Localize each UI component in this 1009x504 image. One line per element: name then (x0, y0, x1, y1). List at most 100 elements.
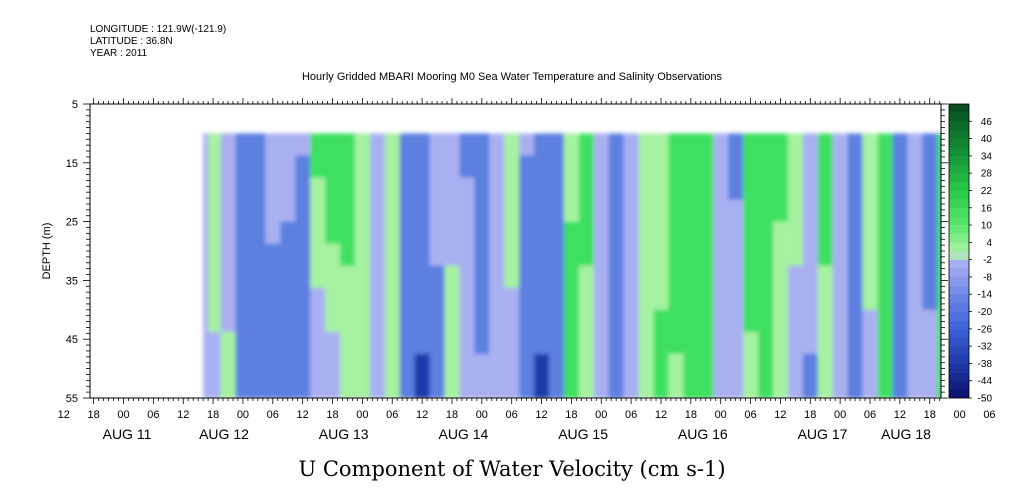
heatmap-cell (325, 221, 341, 245)
colorbar-label: 10 (981, 221, 993, 232)
heatmap-cell (250, 331, 266, 355)
colorbar-label: -20 (978, 307, 993, 318)
heatmap-cell (922, 331, 938, 355)
heatmap-cell (743, 177, 759, 201)
heatmap-cell (862, 309, 878, 333)
heatmap-cell (340, 199, 356, 223)
heatmap-cell (743, 155, 759, 179)
heatmap-cell (444, 331, 460, 355)
x-hour-label: 06 (625, 409, 637, 421)
heatmap-cell (399, 265, 416, 289)
heatmap-cell (638, 265, 655, 289)
heatmap-cell (787, 287, 804, 311)
heatmap-cell (832, 265, 849, 289)
heatmap-cell (668, 353, 684, 377)
heatmap-cell (310, 309, 326, 333)
heatmap-cell (892, 287, 908, 311)
heatmap-cell (295, 331, 311, 355)
heatmap-cell (563, 353, 580, 377)
heatmap-cell (683, 331, 699, 355)
x-hour-label: 12 (894, 409, 906, 421)
heatmap-cell (608, 287, 625, 311)
heatmap-cell (892, 375, 908, 398)
heatmap-cell (208, 375, 222, 398)
heatmap-cell (907, 155, 923, 179)
x-hour-label: 12 (416, 409, 428, 421)
colorbar-label: -50 (978, 394, 993, 405)
heatmap-cell (668, 287, 684, 311)
heatmap-cell (384, 155, 401, 179)
heatmap-cell (310, 287, 326, 311)
heatmap-cell (325, 243, 341, 267)
heatmap-cell (728, 177, 744, 201)
heatmap-cell (563, 331, 580, 355)
heatmap-cell (310, 221, 326, 245)
heatmap-cell (593, 133, 610, 156)
heatmap-cell (593, 265, 610, 289)
heatmap-cell (832, 331, 849, 355)
heatmap-cell (474, 353, 490, 377)
heatmap-cell (892, 353, 908, 377)
heatmap-cell (877, 199, 893, 223)
heatmap-cell (280, 331, 296, 355)
heatmap-cell (280, 243, 296, 267)
heatmap-cell (832, 243, 849, 267)
heatmap-cell (593, 287, 610, 311)
heatmap-cell (623, 309, 640, 333)
y-tick-label: 5 (72, 99, 78, 111)
heatmap-cell (653, 155, 669, 179)
heatmap-cell (668, 243, 684, 267)
heatmap-cell (802, 177, 819, 201)
heatmap-cell (414, 221, 431, 245)
heatmap-cell (937, 309, 941, 333)
colorbar-swatch (949, 268, 969, 278)
heatmap-cell (877, 353, 893, 377)
heatmap-cell (773, 155, 789, 179)
heatmap-cell (459, 243, 475, 267)
heatmap-cell (758, 353, 774, 377)
heatmap-cell (578, 375, 595, 398)
heatmap-cell (743, 243, 759, 267)
colorbar-swatch (949, 190, 969, 200)
heatmap-cell (994, 222, 1009, 245)
heatmap-cell (758, 177, 774, 201)
heatmap-cell (578, 265, 595, 289)
heatmap-cell (534, 353, 550, 377)
heatmap-cell (743, 221, 759, 245)
heatmap-cell (698, 309, 714, 333)
heatmap-cell (623, 287, 640, 311)
heatmap-cell (817, 221, 834, 245)
heatmap-cell (713, 199, 729, 223)
heatmap-cell (758, 331, 774, 355)
heatmap-cell (429, 199, 446, 223)
heatmap-cell (817, 243, 834, 267)
heatmap-cell (773, 309, 789, 333)
heatmap-cell (519, 177, 535, 201)
heatmap-cell (444, 155, 460, 179)
heatmap-cell (384, 353, 401, 377)
heatmap-cell (728, 199, 744, 223)
heatmap-cell (994, 155, 1009, 178)
heatmap-cell (922, 243, 938, 267)
colorbar-swatch (949, 104, 969, 113)
colorbar-swatch (949, 155, 969, 165)
heatmap-cell (773, 221, 789, 245)
heatmap-cell (994, 288, 1009, 311)
heatmap-cell (459, 177, 475, 201)
heatmap-cell (504, 221, 520, 245)
y-tick-label: 55 (66, 393, 78, 405)
heatmap-cell (922, 309, 938, 333)
heatmap-cell (623, 199, 640, 223)
heatmap-cell (994, 244, 1009, 267)
colorbar-label: 34 (981, 151, 993, 162)
x-hour-label: 00 (237, 409, 249, 421)
heatmap-cell (802, 353, 819, 377)
heatmap-cell (832, 309, 849, 333)
heatmap-cell (787, 177, 804, 201)
heatmap-cell (608, 221, 625, 245)
heatmap-cell (922, 353, 938, 377)
heatmap-cell (295, 309, 311, 333)
heatmap-cell (489, 331, 505, 355)
heatmap-cell (504, 375, 520, 398)
heatmap-cell (280, 133, 296, 156)
